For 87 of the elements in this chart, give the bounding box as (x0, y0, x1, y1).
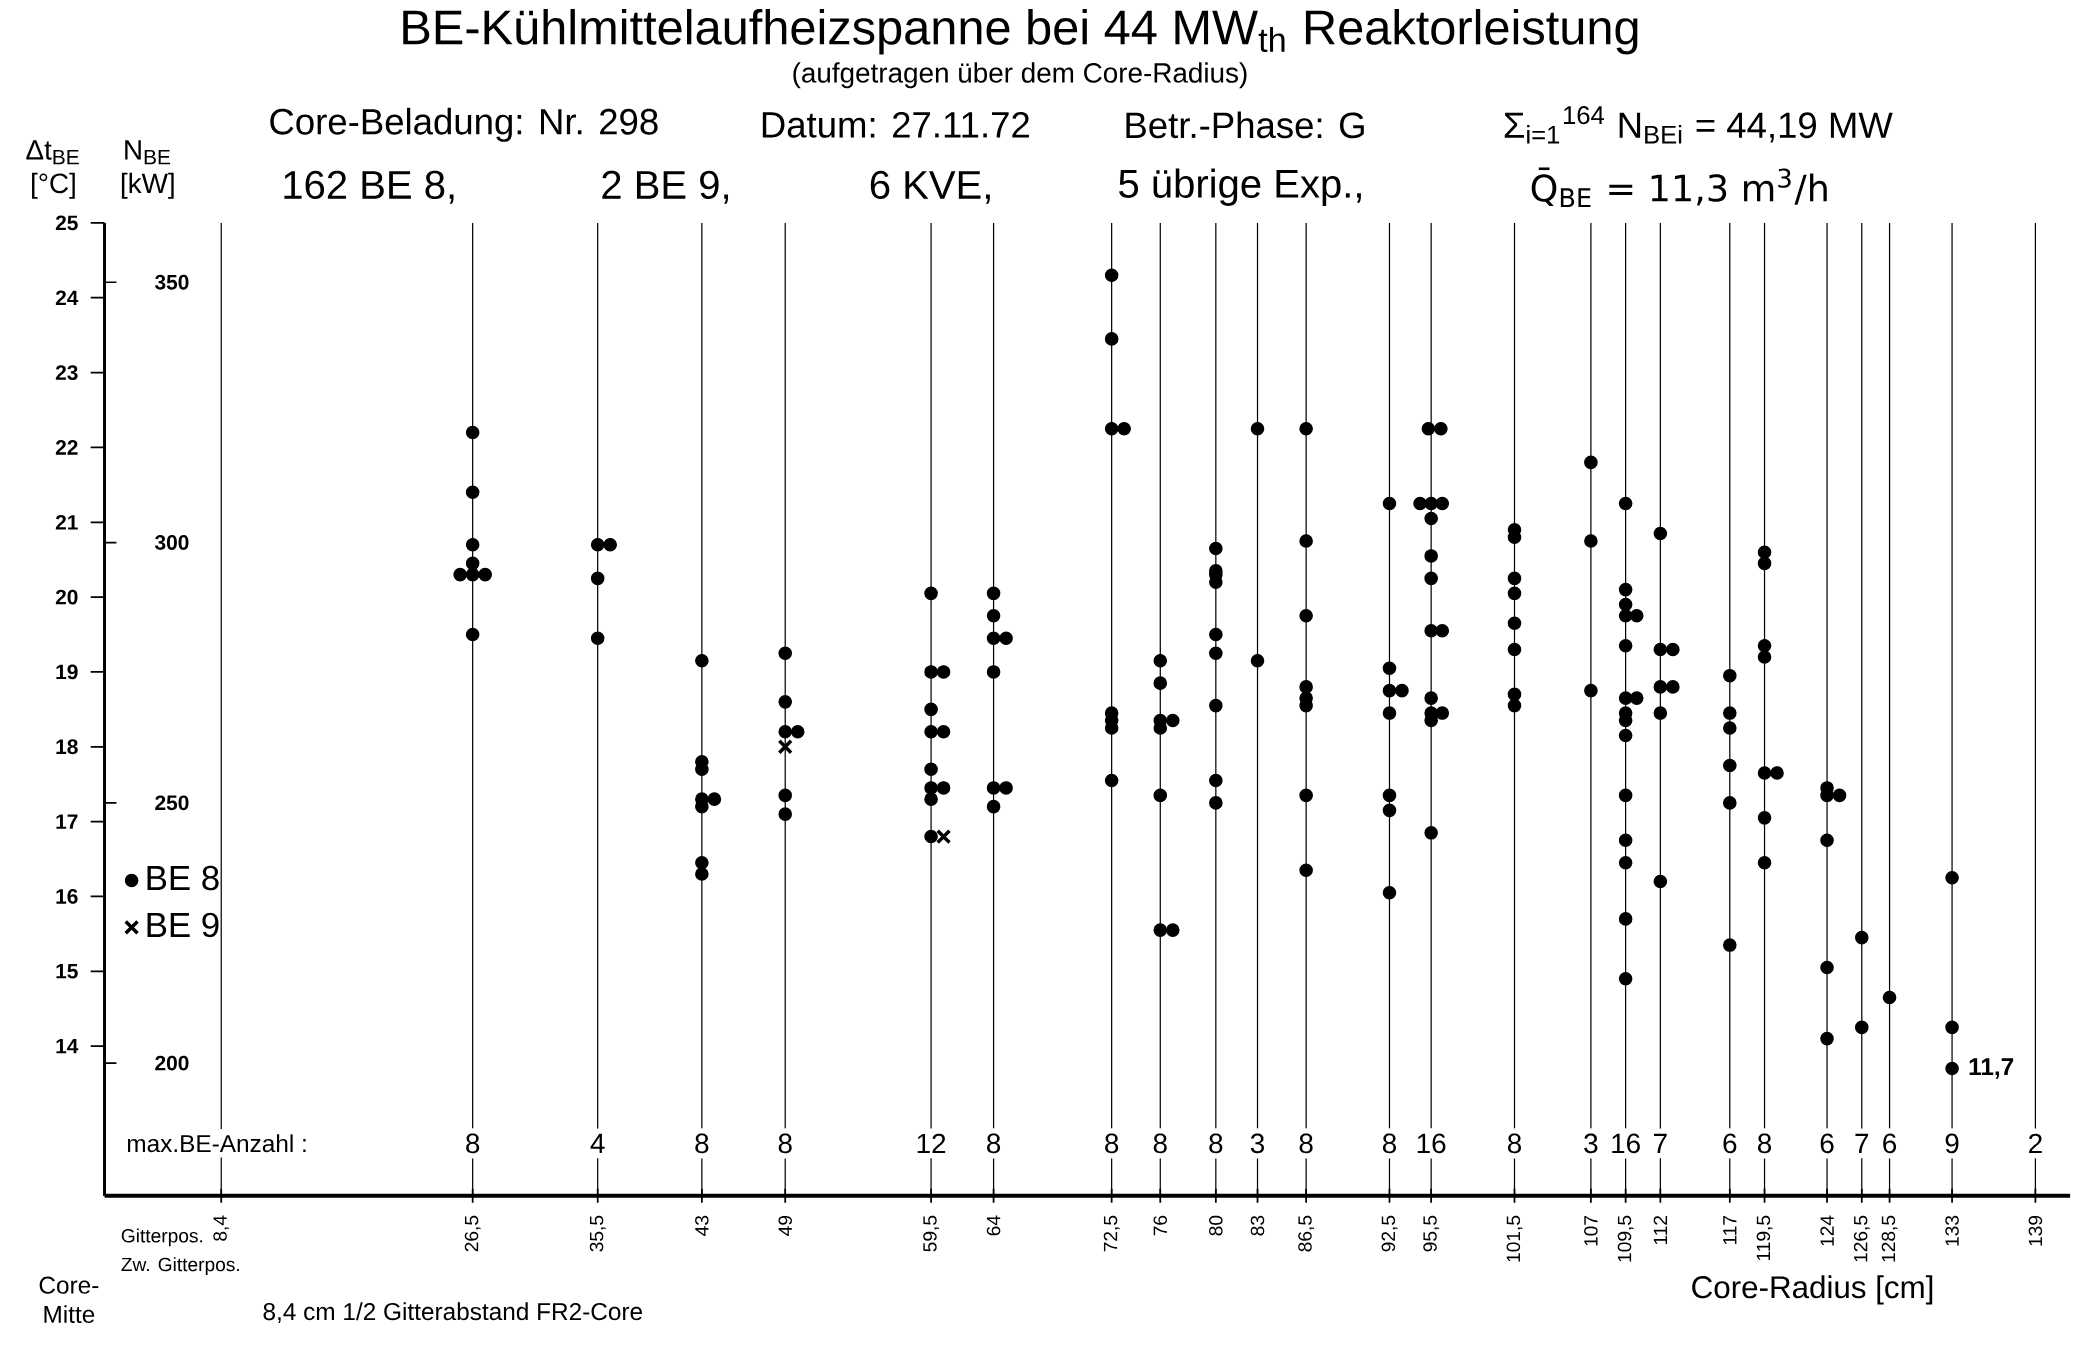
x-tick-label: 109,5 (1617, 1215, 1634, 1262)
x-tick-label: 133 (1945, 1215, 1959, 1246)
x-tick-label: 72,5 (1103, 1215, 1120, 1252)
y-tick-label: 15 (56, 963, 78, 979)
annotation: 8 (1299, 1133, 1313, 1154)
x-tick-label: 83 (1250, 1215, 1265, 1236)
annotation: 4 (590, 1133, 605, 1153)
y-tick-label: 17 (56, 814, 78, 829)
text: Gitterpos. (121, 1228, 203, 1247)
text: 8,4 cm 1/2 Gitterabstand FR2-Core (263, 1302, 643, 1323)
y-tick-label: 14 (56, 1038, 79, 1054)
annotation: 7 (1855, 1133, 1869, 1153)
annotation: 9 (1945, 1133, 1959, 1154)
text: Datum: 27.11.72 (762, 111, 1029, 138)
y-axis-title: Δt$_{BE}$ [°C] (26, 140, 79, 199)
annotation: 7 (1654, 1133, 1667, 1153)
annotation: 8 (778, 1133, 792, 1154)
x-tick-label: 76 (1153, 1215, 1168, 1236)
y-tick-label: 22 (55, 439, 78, 455)
text: Betr.-Phase: G (1126, 111, 1364, 139)
text: Zw. Gitterpos. (121, 1257, 239, 1275)
annotation: 6 (1820, 1133, 1834, 1154)
annotation: 8 (1507, 1133, 1522, 1154)
x-tick-label: 107 (1584, 1215, 1598, 1246)
text: 5 übrige Exp., (1119, 168, 1361, 206)
x-tick-label: 101,5 (1506, 1215, 1523, 1262)
x-tick-label: 112 (1653, 1215, 1668, 1244)
text: Q̄$_{BE}$ = 11,3 m$^{3}$/h (1531, 167, 1827, 207)
y-tick-label: 21 (55, 514, 78, 530)
y2-tick-label: 250 (155, 795, 189, 811)
y-tick-label: 24 (55, 290, 79, 305)
annotation: 8 (1757, 1133, 1772, 1154)
x-tick-label: 8,4 (213, 1215, 230, 1241)
x-tick-label: 124 (1820, 1215, 1834, 1246)
y2-axis-title: N$_{BE}$ [kW] (121, 140, 174, 199)
x-axis-title: Core-Radius [cm] (1692, 1275, 1933, 1305)
x-tick-label: 80 (1209, 1215, 1223, 1236)
y-tick-label: 19 (56, 664, 78, 680)
x-tick-label: 26,5 (464, 1215, 481, 1252)
annotation: 8 (1105, 1133, 1119, 1154)
annotation: 6 (1883, 1133, 1897, 1154)
y-tick-label: 16 (56, 888, 78, 904)
annotation: 8 (1153, 1133, 1167, 1154)
x-tick-label: 86,5 (1298, 1215, 1315, 1252)
y-tick-label: 18 (56, 739, 78, 754)
annotation: 16 (1612, 1133, 1640, 1154)
chart-title: BE-Kühlmittelaufheizspanne bei 44 MW$_{th}$ Reaktorleistung (403, 8, 1638, 55)
y2-tick-label: 350 (155, 274, 189, 290)
text: 2 BE 9, (602, 170, 729, 204)
text: 162 BE 8, (284, 170, 454, 204)
x-tick-label: 92,5 (1381, 1215, 1398, 1252)
y-tick-label: 25 (55, 215, 78, 231)
text: Σ$_{i=1}$$^{164}$ N$_{BEi}$ = 44,19 MW (1504, 105, 1893, 144)
annotation: 3 (1250, 1133, 1265, 1154)
annotation: 8 (1209, 1133, 1223, 1154)
annotation: 12 (917, 1133, 946, 1153)
annotation: 8 (466, 1133, 480, 1154)
x-tick-label: 49 (778, 1215, 792, 1236)
x-tick-label: 35,5 (589, 1215, 606, 1252)
y2-tick-label: 300 (155, 534, 189, 550)
annotation: 11,7 (1969, 1058, 2014, 1079)
y-tick-label: 23 (55, 365, 78, 380)
x-tick-label: 117 (1723, 1215, 1737, 1244)
chart-subtitle: (aufgetragen über dem Core-Radius) (793, 62, 1247, 89)
annotation: 3 (1584, 1133, 1598, 1154)
annotation: 8 (695, 1133, 709, 1154)
x-tick-label: 64 (986, 1215, 1001, 1236)
annotation: 16 (1417, 1133, 1446, 1154)
y-tick-label: 20 (55, 589, 78, 605)
annotation: max.BE-Anzahl : (127, 1134, 306, 1153)
annotation: 2 (2029, 1133, 2042, 1153)
x-tick-label: 128,5 (1881, 1215, 1898, 1262)
text: 6 KVE, (870, 170, 990, 204)
annotation: 8 (987, 1133, 1001, 1154)
x-tick-label: 119,5 (1756, 1215, 1773, 1260)
x-tick-label: 43 (695, 1215, 709, 1236)
text: Core-Beladung: Nr. 298 (270, 107, 658, 142)
x-tick-label: 139 (2028, 1215, 2043, 1246)
x-tick-label: 95,5 (1423, 1215, 1440, 1252)
y2-tick-label: 200 (155, 1055, 189, 1071)
legend-label: BE 8 (147, 865, 219, 891)
text: Core-Mitte (39, 1276, 99, 1323)
legend-label: BE 9 (147, 912, 219, 938)
x-tick-label: 59,5 (923, 1215, 939, 1252)
x-tick-label: 126,5 (1853, 1215, 1870, 1262)
annotation: 6 (1723, 1133, 1737, 1154)
annotation: 8 (1382, 1133, 1396, 1154)
